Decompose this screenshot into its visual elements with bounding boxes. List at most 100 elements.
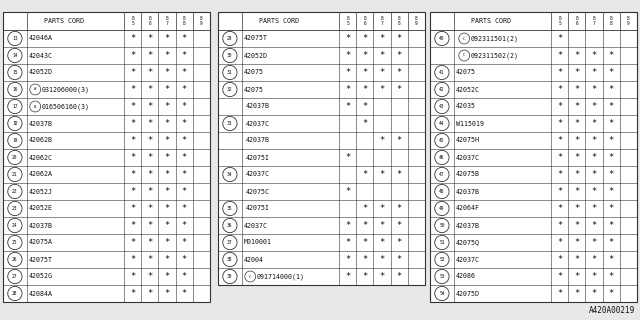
Text: 54: 54 — [439, 291, 445, 296]
Text: *: * — [130, 272, 135, 281]
Text: *: * — [574, 255, 579, 264]
Text: 8
5: 8 5 — [558, 16, 561, 26]
Text: *: * — [574, 102, 579, 111]
Text: *: * — [609, 170, 614, 179]
Text: *: * — [557, 51, 563, 60]
Text: *: * — [609, 119, 614, 128]
Text: *: * — [380, 238, 385, 247]
Text: *: * — [609, 289, 614, 298]
Text: 8
6: 8 6 — [364, 16, 366, 26]
Text: 8
7: 8 7 — [381, 16, 383, 26]
Text: 25: 25 — [12, 240, 18, 245]
Text: 42037B: 42037B — [456, 188, 480, 195]
Text: 20: 20 — [12, 155, 18, 160]
Text: *: * — [591, 238, 596, 247]
Text: 42037C: 42037C — [456, 155, 480, 161]
Text: *: * — [147, 272, 152, 281]
Text: *: * — [591, 153, 596, 162]
Text: *: * — [130, 51, 135, 60]
Text: 8
8: 8 8 — [610, 16, 612, 26]
Text: *: * — [609, 153, 614, 162]
Text: *: * — [182, 255, 187, 264]
Text: *: * — [574, 289, 579, 298]
Text: *: * — [574, 170, 579, 179]
Text: 8
7: 8 7 — [166, 16, 168, 26]
Text: *: * — [397, 136, 402, 145]
Text: *: * — [130, 187, 135, 196]
Text: 42: 42 — [439, 87, 445, 92]
Text: *: * — [362, 119, 367, 128]
Text: *: * — [591, 68, 596, 77]
Text: 45: 45 — [439, 138, 445, 143]
Text: *: * — [609, 221, 614, 230]
Text: *: * — [609, 85, 614, 94]
Text: *: * — [557, 204, 563, 213]
Text: W115019: W115019 — [456, 121, 484, 126]
Text: *: * — [164, 238, 170, 247]
Text: *: * — [609, 238, 614, 247]
Text: 8
5: 8 5 — [131, 16, 134, 26]
Text: *: * — [164, 85, 170, 94]
Text: *: * — [557, 187, 563, 196]
Text: *: * — [397, 85, 402, 94]
Text: *: * — [574, 119, 579, 128]
Text: 8
8: 8 8 — [398, 16, 401, 26]
Text: *: * — [164, 204, 170, 213]
Text: *: * — [130, 204, 135, 213]
Text: *: * — [130, 289, 135, 298]
Text: PARTS CORD: PARTS CORD — [44, 18, 84, 24]
Text: 42062C: 42062C — [29, 155, 53, 161]
Text: 42075: 42075 — [244, 86, 264, 92]
Bar — [3, 12, 210, 302]
Text: 092311502(2): 092311502(2) — [470, 52, 518, 59]
Text: *: * — [557, 170, 563, 179]
Text: 42075T: 42075T — [29, 257, 53, 262]
Text: 42037B: 42037B — [246, 138, 270, 143]
Text: *: * — [362, 102, 367, 111]
Text: *: * — [362, 68, 367, 77]
Text: *: * — [380, 68, 385, 77]
Text: *: * — [397, 221, 402, 230]
Text: 46: 46 — [439, 155, 445, 160]
Text: *: * — [182, 204, 187, 213]
Text: *: * — [609, 102, 614, 111]
Text: *: * — [380, 34, 385, 43]
Text: *: * — [130, 136, 135, 145]
Text: 42062B: 42062B — [29, 138, 53, 143]
Text: 42075: 42075 — [456, 69, 476, 76]
Text: *: * — [609, 204, 614, 213]
Text: *: * — [362, 204, 367, 213]
Text: 42037C: 42037C — [246, 172, 270, 178]
Text: *: * — [182, 51, 187, 60]
Text: 40: 40 — [439, 36, 445, 41]
Text: *: * — [609, 136, 614, 145]
Text: 15: 15 — [12, 70, 18, 75]
Text: *: * — [557, 102, 563, 111]
Bar — [218, 12, 425, 285]
Text: C: C — [463, 36, 465, 41]
Text: *: * — [591, 255, 596, 264]
Text: PARTS CORD: PARTS CORD — [259, 18, 298, 24]
Text: 42075I: 42075I — [246, 205, 270, 212]
Text: *: * — [130, 119, 135, 128]
Text: 34: 34 — [227, 172, 233, 177]
Text: *: * — [557, 255, 563, 264]
Text: *: * — [591, 102, 596, 111]
Text: *: * — [164, 255, 170, 264]
Text: *: * — [164, 68, 170, 77]
Bar — [430, 12, 637, 302]
Text: *: * — [147, 289, 152, 298]
Text: *: * — [164, 119, 170, 128]
Text: *: * — [591, 221, 596, 230]
Text: *: * — [609, 51, 614, 60]
Text: 42037C: 42037C — [246, 121, 270, 126]
Text: 42075H: 42075H — [456, 138, 480, 143]
Text: 091714000(1): 091714000(1) — [257, 273, 305, 280]
Text: *: * — [380, 170, 385, 179]
Text: 42075Q: 42075Q — [456, 239, 480, 245]
Text: *: * — [380, 255, 385, 264]
Text: 37: 37 — [227, 240, 233, 245]
Text: *: * — [345, 272, 350, 281]
Text: *: * — [130, 85, 135, 94]
Text: *: * — [557, 34, 563, 43]
